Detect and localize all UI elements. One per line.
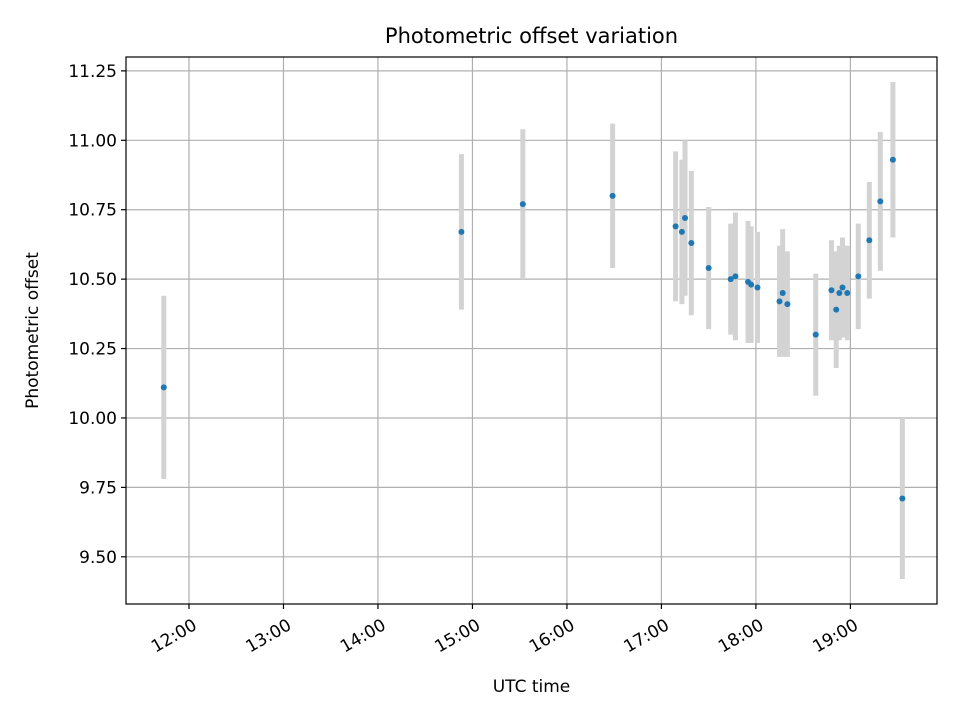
- data-point: [779, 290, 786, 297]
- y-tick-label: 11.25: [68, 62, 117, 82]
- y-tick-label: 10.50: [68, 270, 117, 290]
- data-point: [678, 228, 685, 235]
- data-point: [839, 284, 846, 291]
- data-point: [160, 384, 167, 391]
- data-point: [748, 281, 755, 288]
- data-point: [682, 215, 689, 222]
- y-tick-label: 11.00: [68, 131, 117, 151]
- y-tick-label: 10.75: [68, 201, 117, 221]
- x-axis-title: UTC time: [493, 677, 571, 697]
- y-axis: 9.50 9.75 10.00 10.25 10.50 10.75 11.00 11.25: [68, 62, 126, 568]
- data-point: [877, 198, 884, 205]
- data-point: [833, 306, 840, 313]
- data-point: [889, 156, 896, 163]
- data-point: [705, 265, 712, 272]
- data-point: [844, 290, 851, 297]
- data-point: [672, 223, 679, 230]
- y-tick-label: 10.25: [68, 340, 117, 360]
- data-point: [899, 495, 906, 502]
- y-tick-label: 10.00: [68, 409, 117, 429]
- marker-layer: [160, 156, 906, 502]
- data-point: [688, 240, 695, 247]
- data-point: [458, 228, 465, 235]
- chart-title: Photometric offset variation: [385, 24, 678, 48]
- data-point: [784, 301, 791, 308]
- data-point: [609, 192, 616, 199]
- y-tick-label: 9.75: [79, 478, 117, 498]
- y-axis-title: Photometric offset: [23, 252, 43, 409]
- grid-layer: [126, 57, 937, 604]
- data-point: [727, 276, 734, 283]
- data-point: [776, 298, 783, 305]
- data-point: [855, 273, 862, 280]
- data-point: [519, 201, 526, 208]
- data-point: [866, 237, 873, 244]
- y-tick-label: 9.50: [79, 548, 117, 568]
- plot-frame: [125, 56, 938, 605]
- data-point: [754, 284, 761, 291]
- data-point: [836, 290, 843, 297]
- data-point: [828, 287, 835, 294]
- data-point: [732, 273, 739, 280]
- data-point: [812, 331, 819, 338]
